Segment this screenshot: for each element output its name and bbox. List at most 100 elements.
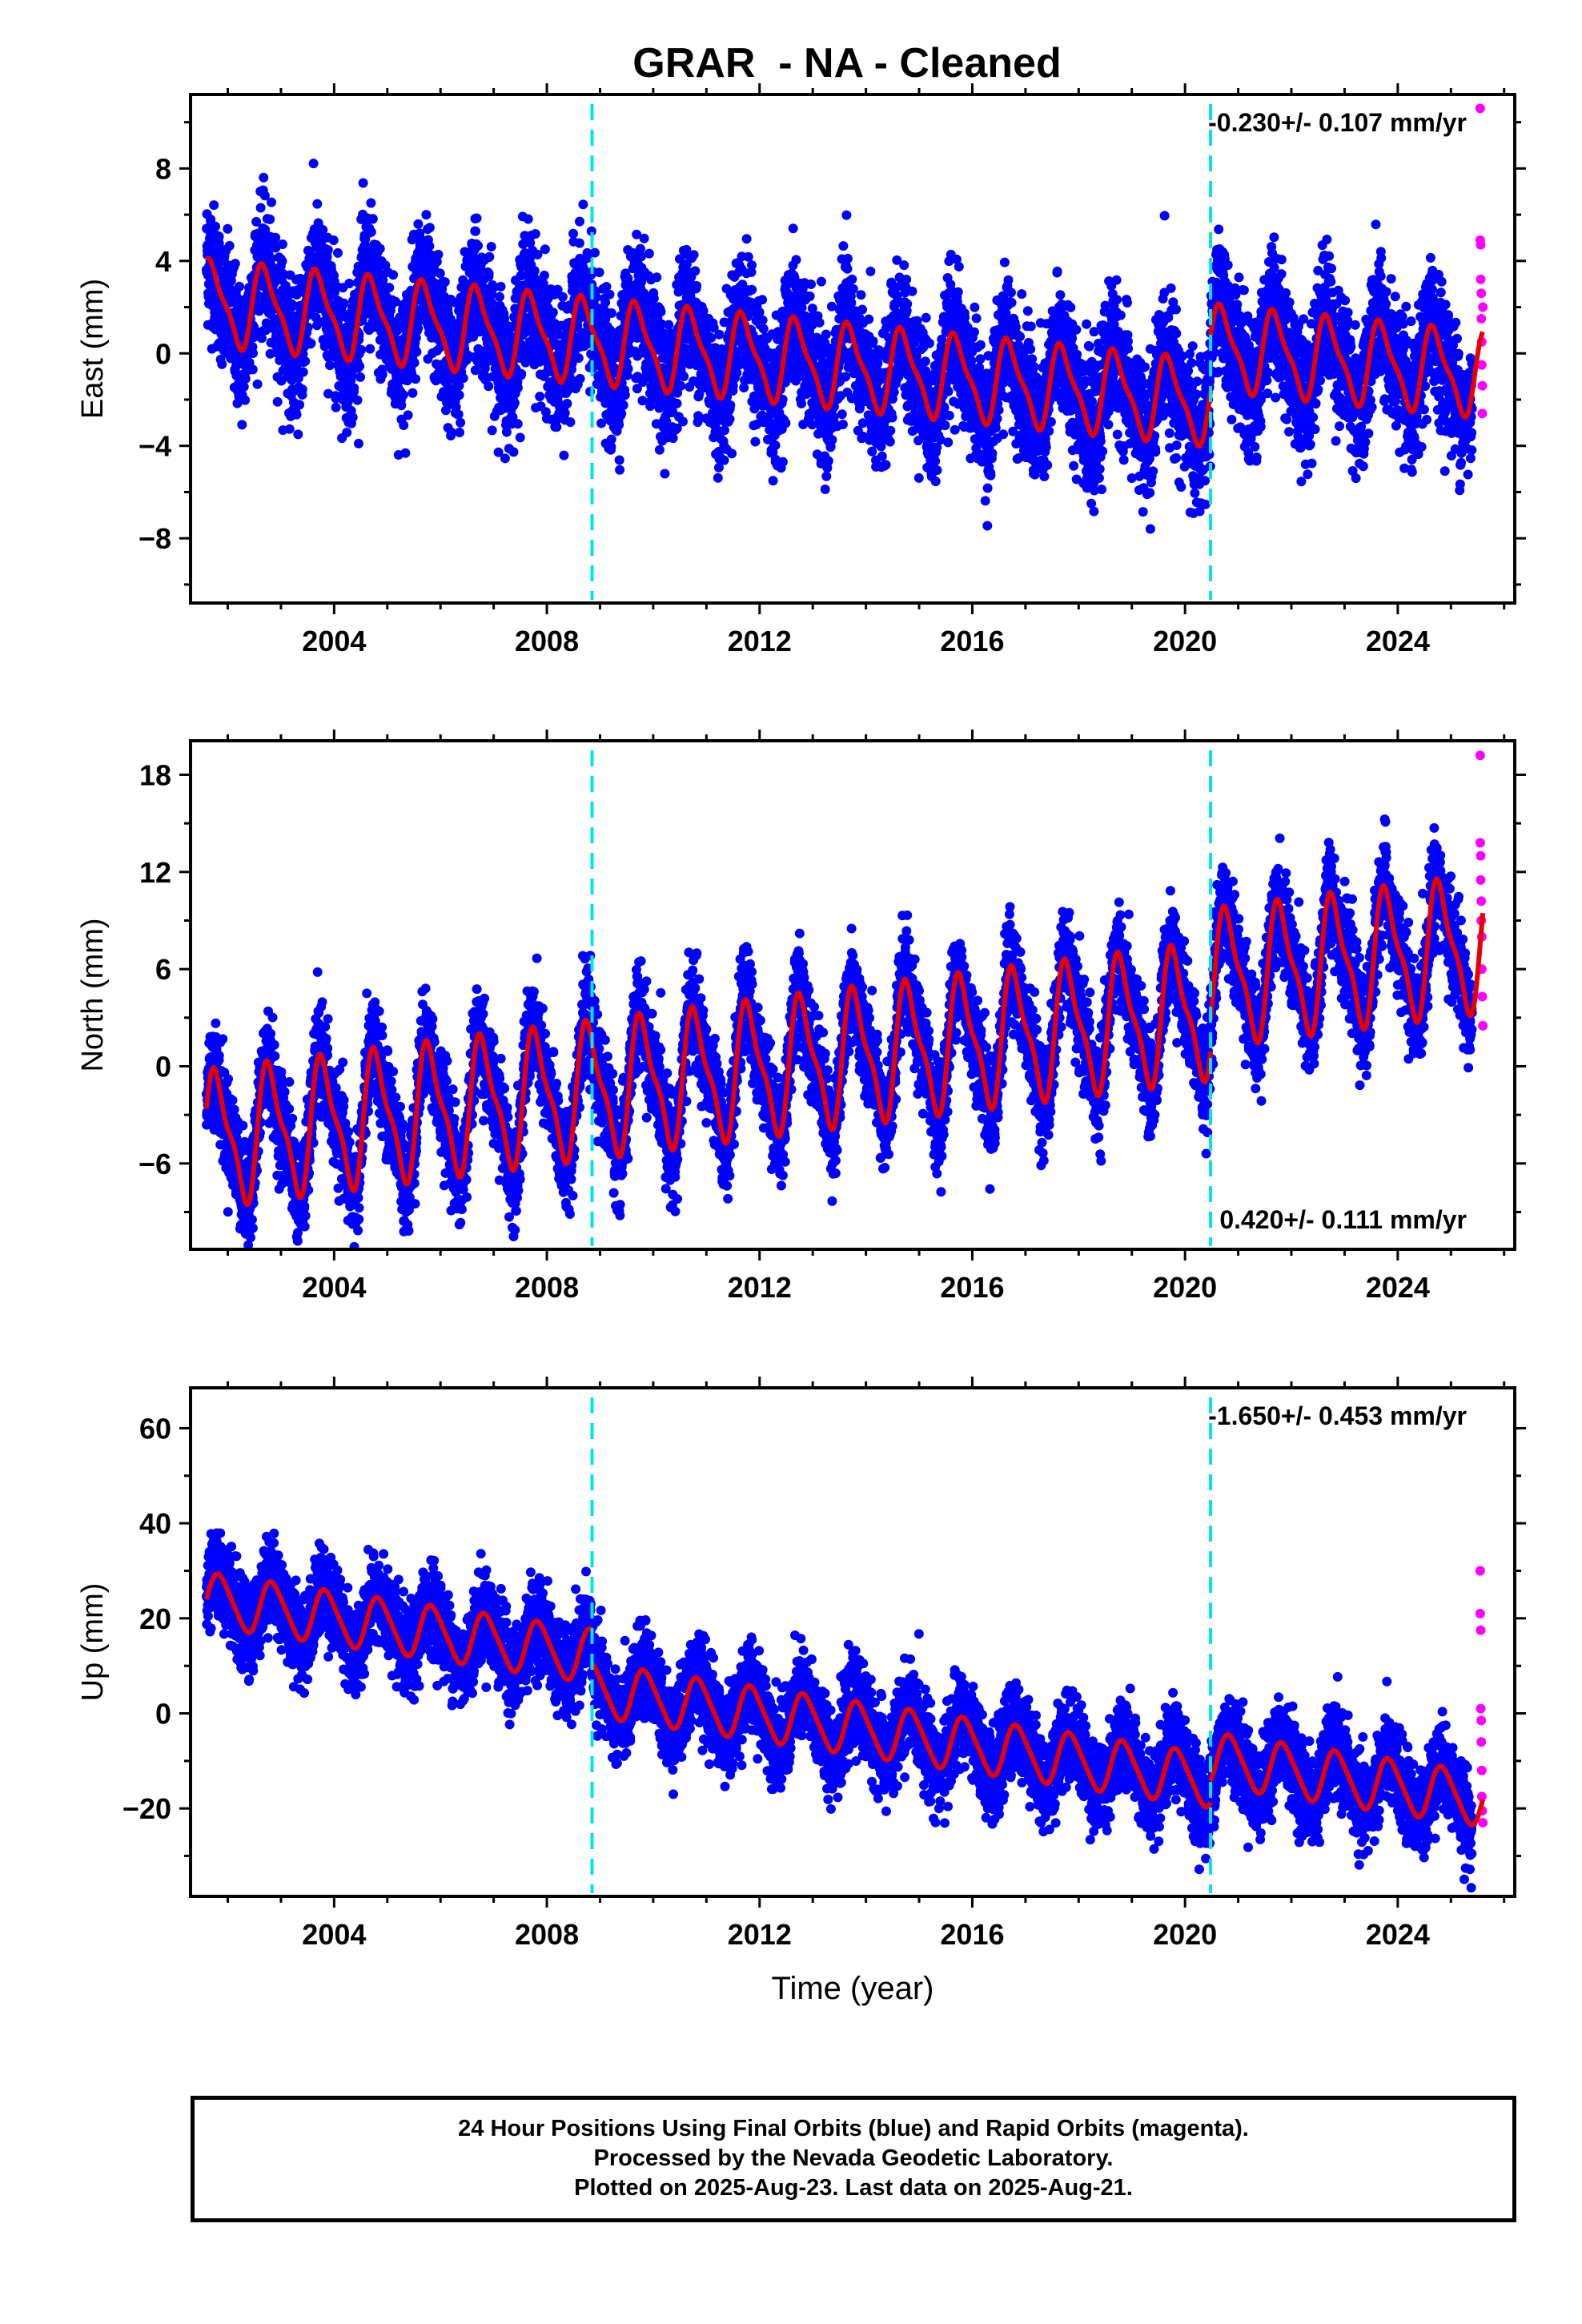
final-orbit-point: [367, 214, 378, 224]
final-orbit-point: [295, 400, 305, 410]
final-orbit-point: [529, 266, 540, 276]
final-orbit-point: [209, 200, 219, 211]
final-orbit-point: [924, 338, 934, 348]
final-orbit-point: [899, 260, 909, 271]
final-orbit-point: [654, 444, 665, 455]
final-orbit-point: [725, 414, 735, 424]
final-orbit-point: [435, 268, 445, 279]
final-orbit-point: [885, 425, 896, 436]
final-orbit-point: [358, 178, 368, 188]
final-orbit-point: [411, 374, 421, 384]
final-orbit-point: [298, 367, 308, 377]
final-orbit-point: [848, 283, 858, 294]
final-orbit-point: [743, 251, 753, 262]
final-orbit-point: [398, 390, 408, 400]
final-orbit-point: [366, 227, 376, 237]
final-orbit-point: [512, 383, 523, 393]
final-orbit-point: [424, 223, 435, 233]
final-orbit-point: [530, 229, 540, 239]
final-orbit-point: [867, 446, 877, 456]
final-orbit-point: [885, 436, 895, 447]
final-orbit-point: [384, 283, 395, 293]
final-orbit-point: [333, 247, 343, 258]
final-orbit-point: [239, 382, 249, 392]
final-orbit-point: [907, 286, 917, 296]
final-orbit-point: [399, 420, 409, 430]
final-orbit-point: [508, 447, 519, 457]
final-orbit-point: [342, 322, 352, 332]
final-orbit-point: [805, 292, 815, 301]
final-orbit-point: [559, 450, 569, 460]
final-orbit-point: [620, 390, 630, 400]
final-orbit-point: [842, 253, 853, 263]
final-orbit-point: [484, 381, 494, 392]
final-orbit-point: [720, 425, 729, 436]
final-orbit-point: [344, 279, 355, 288]
final-orbit-point: [868, 336, 878, 347]
final-orbit-point: [648, 293, 659, 304]
final-orbit-point: [409, 357, 420, 368]
final-orbit-point: [484, 268, 494, 279]
final-orbit-point: [614, 420, 624, 430]
final-orbit-point: [689, 250, 699, 260]
final-orbit-point: [552, 422, 562, 432]
final-orbit-point: [297, 384, 307, 395]
final-orbit-point: [515, 432, 525, 443]
final-orbit-point: [251, 216, 262, 227]
final-orbit-point: [668, 433, 678, 444]
final-orbit-point: [311, 312, 321, 323]
final-orbit-point: [223, 223, 233, 234]
final-orbit-point: [573, 353, 584, 364]
final-orbit-point: [501, 427, 512, 437]
final-orbit-point: [472, 213, 482, 223]
final-orbit-point: [656, 307, 666, 317]
final-orbit-point: [458, 373, 468, 384]
final-orbit-point: [248, 348, 259, 358]
final-orbit-point: [224, 240, 235, 251]
final-orbit-point: [293, 429, 303, 440]
final-orbit-point: [473, 240, 484, 251]
final-orbit-point: [791, 255, 801, 265]
final-orbit-point: [413, 323, 424, 333]
final-orbit-point: [391, 296, 400, 307]
chart-title: GRAR - NA - Cleaned: [632, 40, 1061, 86]
final-orbit-point: [575, 216, 584, 227]
final-orbit-point: [271, 232, 281, 243]
final-orbit-point: [692, 281, 702, 291]
final-orbit-point: [291, 409, 302, 420]
final-orbit-point: [713, 472, 723, 483]
final-orbit-point: [727, 448, 737, 459]
final-orbit-point: [487, 425, 497, 436]
final-orbit-point: [440, 277, 450, 287]
final-orbit-point: [331, 402, 341, 412]
final-orbit-point: [312, 199, 323, 209]
final-orbit-point: [600, 297, 611, 308]
final-orbit-point: [455, 428, 464, 437]
final-orbit-point: [614, 455, 624, 465]
final-orbit-point: [456, 417, 466, 428]
final-orbit-point: [486, 242, 496, 251]
final-orbit-point: [287, 301, 297, 312]
final-orbit-point: [424, 241, 435, 251]
final-orbit-point: [235, 281, 244, 292]
final-orbit-point: [325, 360, 335, 371]
final-orbit-point: [446, 427, 456, 437]
final-orbit-point: [864, 314, 874, 324]
final-orbit-point: [857, 304, 867, 315]
final-orbit-point: [777, 456, 788, 467]
final-orbit-point: [652, 272, 662, 283]
final-orbit-point: [323, 388, 333, 399]
final-orbit-point: [217, 359, 227, 369]
final-orbit-point: [303, 322, 313, 332]
final-orbit-point: [747, 260, 757, 271]
final-orbit-point: [247, 364, 258, 375]
final-orbit-point: [842, 263, 853, 274]
final-orbit-point: [352, 395, 363, 405]
final-orbit-point: [339, 298, 349, 308]
final-orbit-point: [396, 400, 407, 411]
final-orbit-point: [823, 456, 833, 466]
final-orbit-point: [616, 408, 627, 419]
